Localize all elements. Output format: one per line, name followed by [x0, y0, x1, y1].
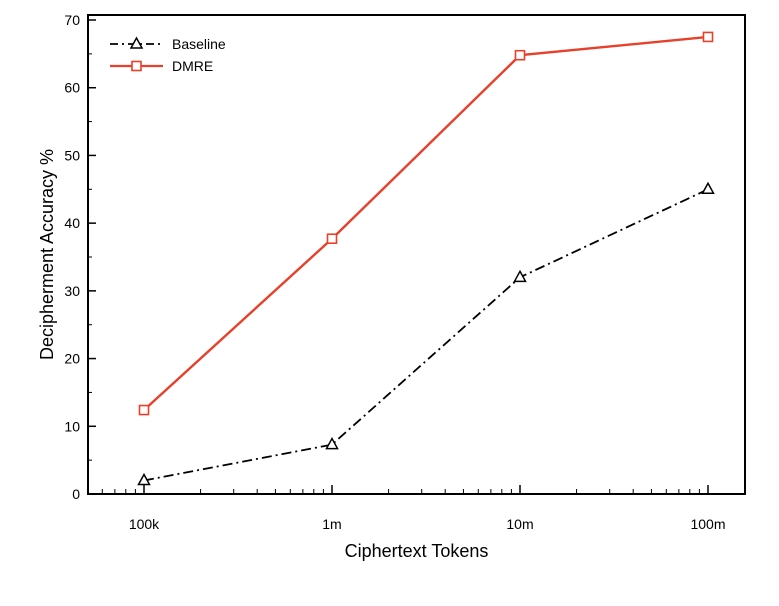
legend-label-baseline: Baseline: [172, 36, 226, 52]
data-point-square: [326, 233, 338, 245]
y-tick-label: 50: [64, 147, 80, 163]
series-line-baseline: [143, 188, 709, 482]
y-tick-label: 20: [64, 351, 80, 367]
y-axis-ticks: 0 10 20 30 40 50 60 70: [64, 12, 96, 502]
y-tick-label: 70: [64, 12, 80, 28]
x-axis-label: Ciphertext Tokens: [345, 541, 489, 561]
legend-marker-square: [131, 60, 142, 72]
plot-border: [87, 14, 746, 495]
data-point-square: [138, 404, 150, 416]
y-axis-label: Decipherment Accuracy %: [37, 149, 57, 360]
y-tick-label: 0: [72, 486, 80, 502]
y-tick-label: 40: [64, 215, 80, 231]
y-tick-label: 60: [64, 80, 80, 96]
series-line-dmre: [143, 35, 709, 411]
data-point-square: [514, 49, 526, 61]
plot-frame: [87, 14, 746, 495]
legend: Baseline DMRE: [110, 36, 226, 74]
data-point-triangle: [513, 269, 527, 283]
x-tick-label: 10m: [506, 516, 533, 532]
y-tick-label: 30: [64, 283, 80, 299]
legend-marker-triangle: [129, 36, 144, 49]
data-point-triangle: [325, 437, 339, 450]
y-tick-label: 10: [64, 418, 80, 434]
legend-label-dmre: DMRE: [172, 58, 213, 74]
x-tick-label: 100m: [690, 516, 725, 532]
x-axis-ticks: 100k 1m 10m 100m: [101, 485, 726, 532]
data-point-square: [702, 31, 714, 43]
x-tick-label: 1m: [322, 516, 341, 532]
data-point-triangle: [137, 472, 151, 486]
x-tick-label: 100k: [129, 516, 160, 532]
series-layer: [137, 31, 715, 486]
data-point-triangle: [701, 181, 715, 195]
